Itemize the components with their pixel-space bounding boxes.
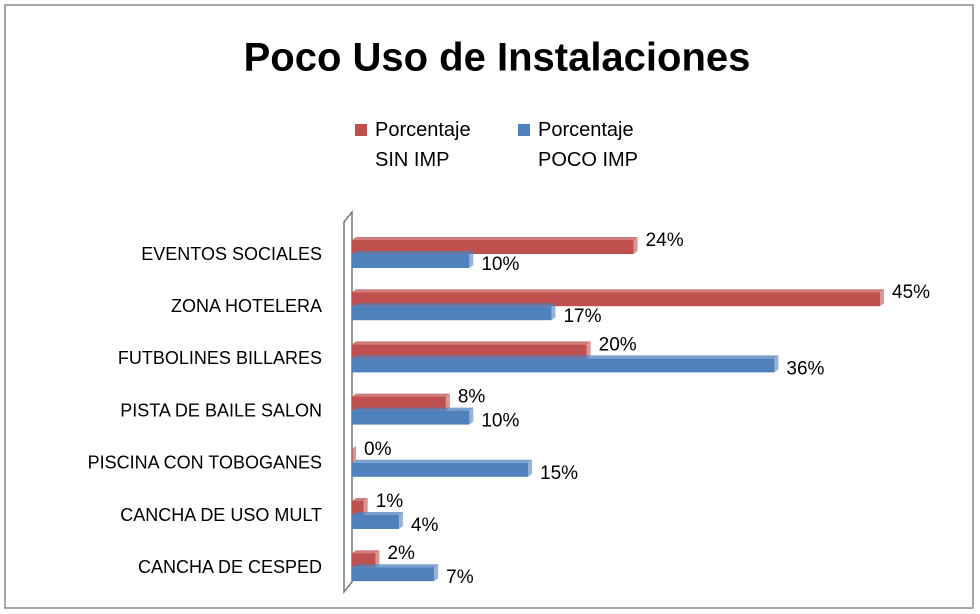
bar	[352, 498, 368, 515]
data-label: 8%	[458, 387, 486, 408]
y-tick-label: CANCHA DE USO MULT	[120, 505, 322, 525]
bar	[352, 393, 450, 411]
bar	[352, 550, 380, 568]
y-tick-label: ZONA HOTELERA	[171, 296, 322, 316]
legend-label: Porcentaje POCO IMP	[538, 119, 639, 171]
bar	[352, 251, 474, 268]
bar	[352, 303, 556, 321]
bar	[352, 407, 474, 425]
data-label: 10%	[481, 411, 519, 432]
bar	[352, 445, 356, 463]
data-label: 17%	[563, 306, 601, 327]
legend-swatch	[518, 124, 530, 136]
bar	[352, 512, 403, 529]
y-tick-label: EVENTOS SOCIALES	[141, 244, 322, 264]
data-label: 20%	[599, 334, 637, 355]
legend-swatch	[355, 124, 367, 136]
y-tick-label: PISTA DE BAILE SALON	[120, 400, 322, 420]
bar	[352, 355, 779, 373]
bar	[352, 289, 884, 307]
bar	[352, 341, 591, 359]
data-label: 15%	[540, 463, 578, 484]
data-label: 45%	[892, 282, 930, 303]
data-label: 10%	[481, 254, 519, 275]
data-label: 0%	[364, 439, 392, 460]
axis-wall	[343, 209, 353, 595]
data-label: 4%	[411, 515, 439, 536]
data-label: 24%	[646, 230, 684, 251]
bar	[352, 459, 532, 477]
data-label: 2%	[387, 543, 415, 564]
data-label: 1%	[376, 491, 404, 512]
bar	[352, 564, 439, 582]
legend-label: Porcentaje SIN IMP	[375, 119, 471, 171]
y-tick-label: FUTBOLINES BILLARES	[118, 348, 322, 368]
chart-title: Poco Uso de Instalaciones	[244, 36, 751, 80]
data-label: 7%	[446, 567, 474, 588]
bar	[352, 237, 638, 254]
y-tick-label: CANCHA DE CESPED	[138, 557, 322, 577]
data-label: 36%	[786, 358, 824, 379]
y-tick-label: PISCINA CON TOBOGANES	[88, 453, 322, 473]
